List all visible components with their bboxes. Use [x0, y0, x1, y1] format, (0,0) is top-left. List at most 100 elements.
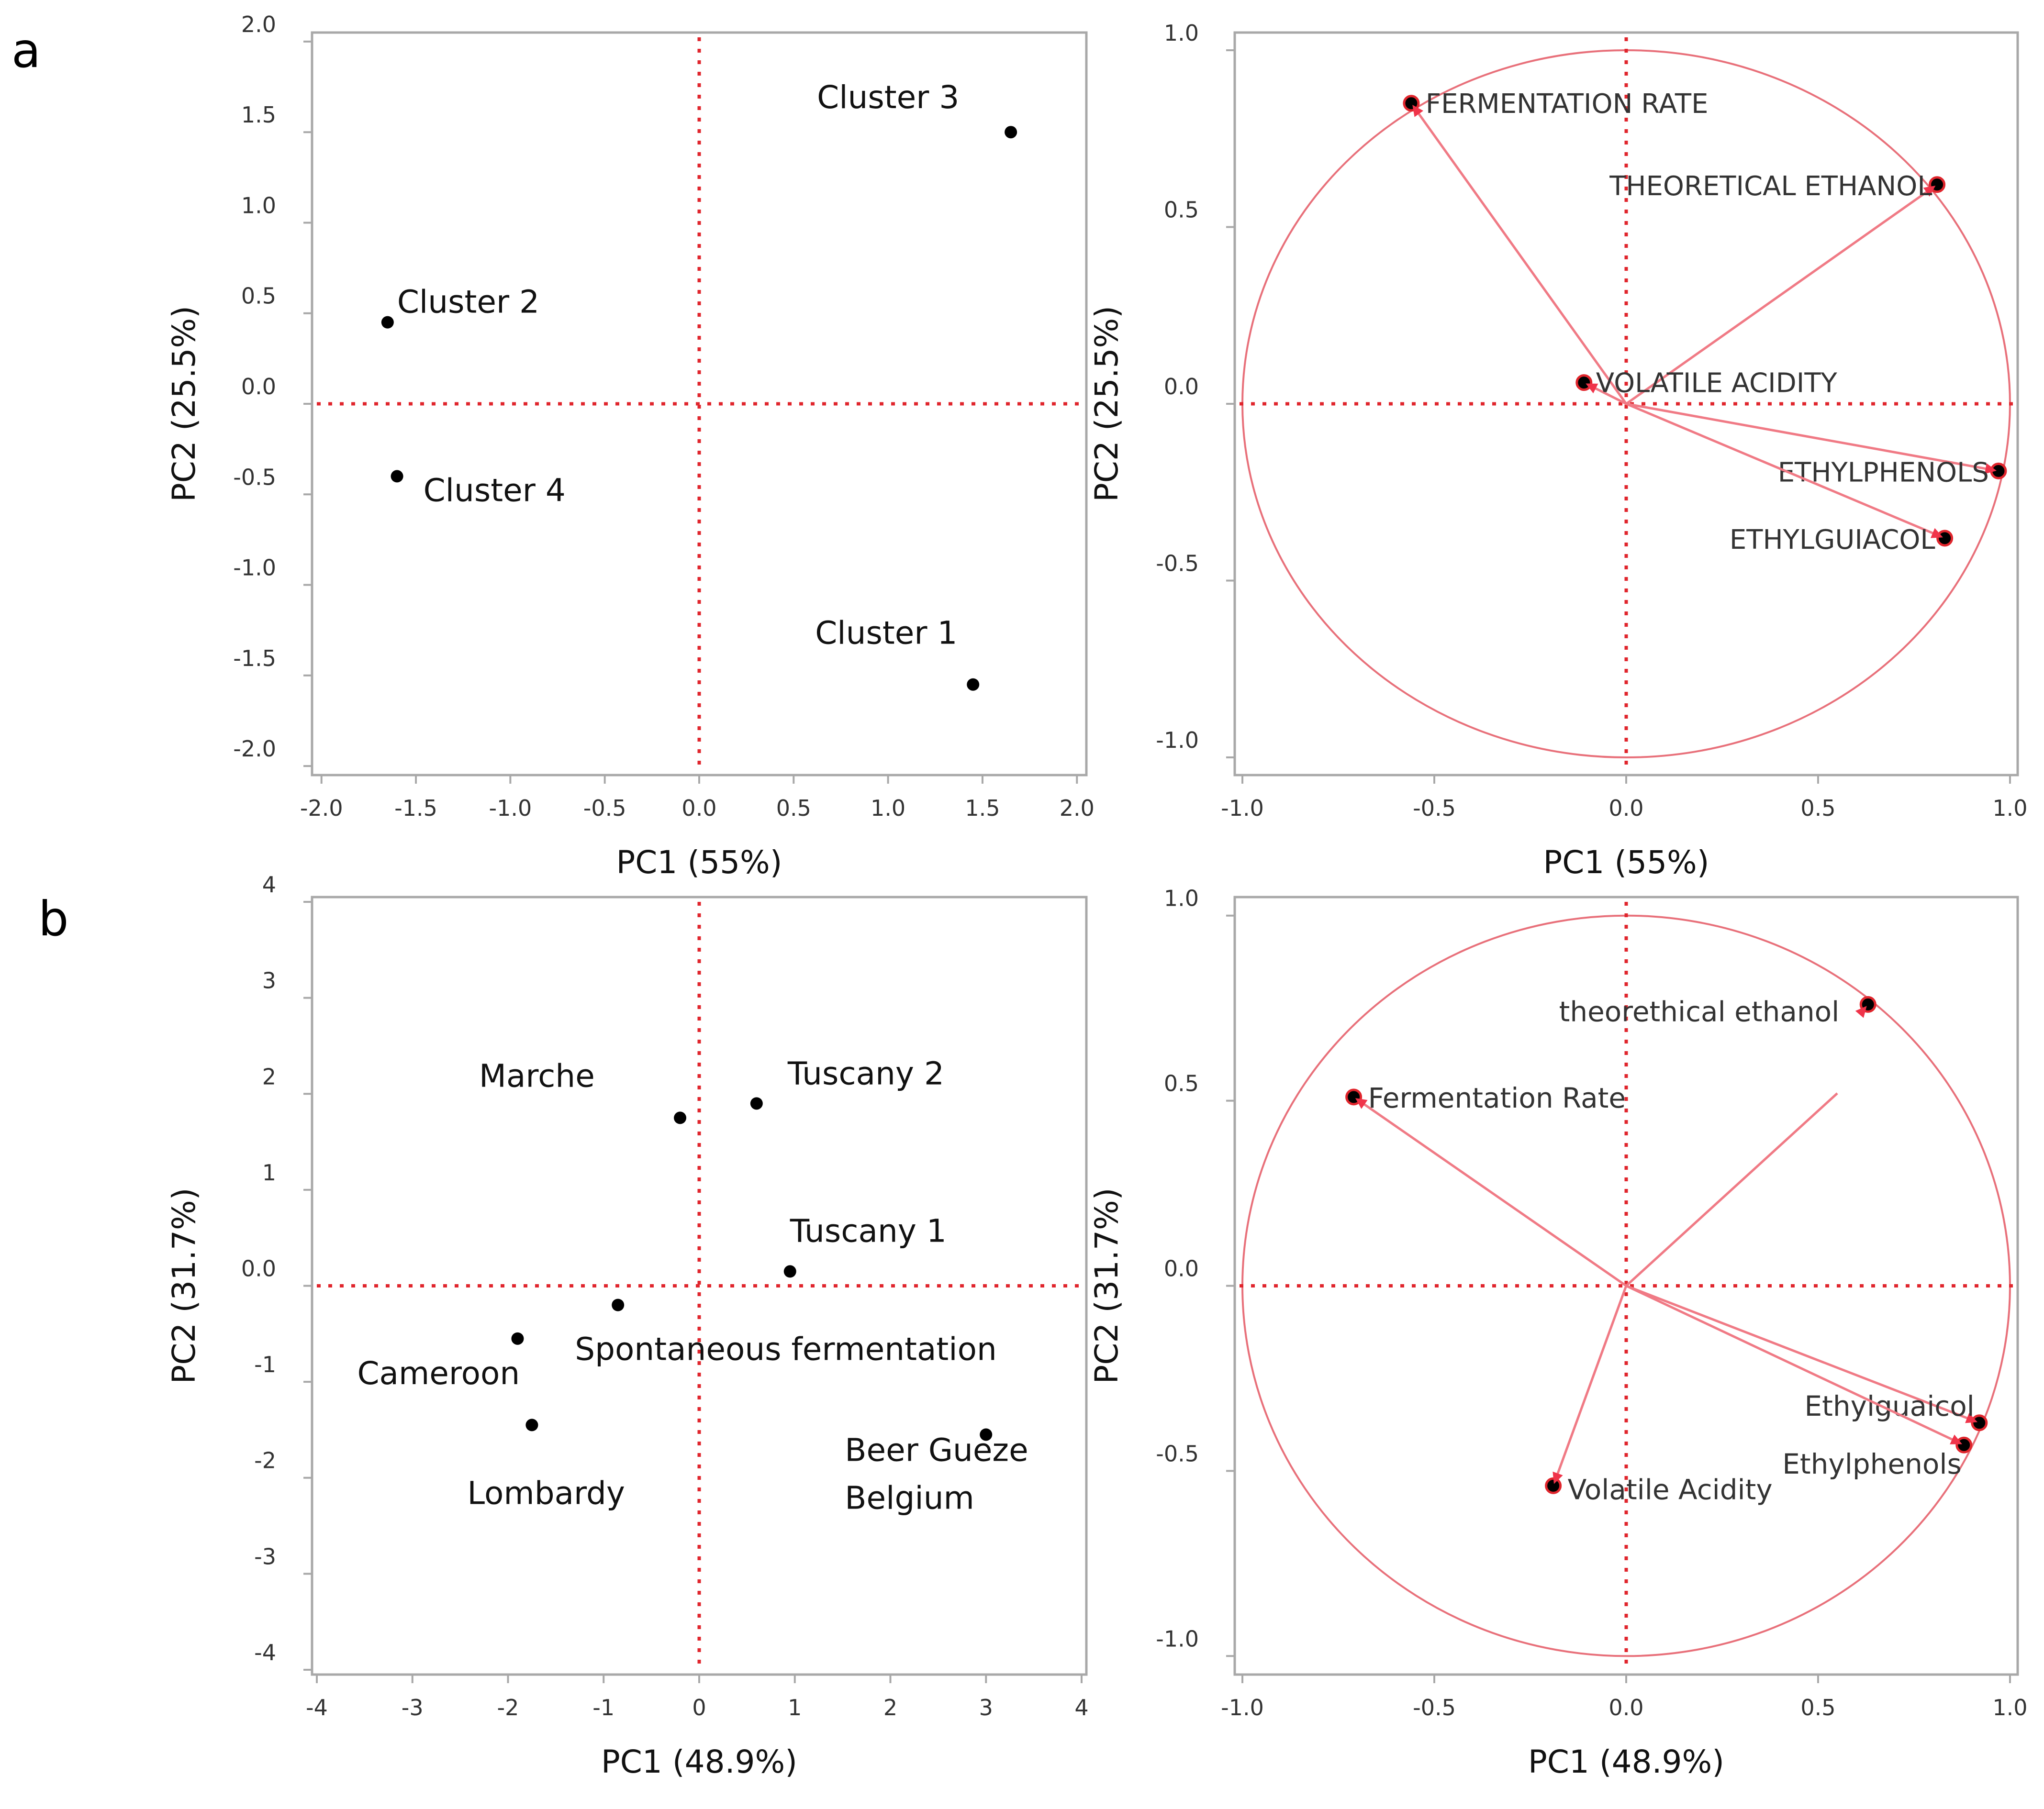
y-axis-title: PC2 (25.5%) [166, 306, 202, 502]
y-tick-label: -1.0 [1156, 727, 1199, 753]
loading-arrowhead [1930, 528, 1943, 538]
x-tick-label: -1.0 [1221, 795, 1264, 821]
loading-point [1575, 374, 1593, 391]
loading-vector [1353, 1096, 1627, 1287]
score-point [980, 1428, 993, 1441]
score-point [674, 1111, 687, 1124]
point-label: Cluster 4 [424, 472, 566, 509]
x-tick-label: -2 [497, 1695, 519, 1720]
x-tick-label: 1 [788, 1695, 802, 1720]
x-axis-title: PC1 (48.9%) [601, 1743, 797, 1780]
x-axis-title: PC1 (48.9%) [1528, 1743, 1724, 1780]
vector-label: FERMENTATION RATE [1426, 89, 1709, 120]
y-tick-label: 0.0 [241, 374, 276, 400]
x-tick-label: 0.5 [776, 795, 811, 821]
x-tick-label: -0.5 [1413, 1695, 1456, 1720]
point-label: Spontaneous fermentation [575, 1331, 997, 1368]
x-tick-label: 2 [883, 1695, 897, 1720]
panel-label-b: b [38, 891, 68, 947]
score-point [1005, 126, 1017, 139]
vector-label: THEORETICAL ETHANOL [1609, 171, 1932, 202]
x-tick-label: -1.0 [489, 795, 532, 821]
vector-label: Ethylphenols [1782, 1448, 1961, 1480]
y-tick-label: -1.0 [1156, 1626, 1199, 1652]
y-tick-label: -4 [254, 1640, 276, 1665]
score-point [612, 1298, 625, 1311]
vector-label: Ethylguaicol [1804, 1390, 1974, 1422]
y-tick-label: 1.5 [241, 102, 276, 128]
x-tick-label: 4 [1074, 1695, 1088, 1720]
point-label-line2: Belgium [845, 1479, 974, 1516]
loading-point [1971, 1414, 1988, 1432]
point-label: Lombardy [467, 1475, 625, 1511]
loading-vector [1625, 1285, 1965, 1446]
loading-vector [1626, 1285, 1980, 1424]
score-point [381, 316, 394, 329]
loading-vector [1410, 102, 1628, 405]
loading-arrowhead [1965, 1413, 1978, 1423]
point-label: Cameroon [357, 1355, 520, 1392]
panel-label-a: a [11, 22, 41, 78]
score-point [750, 1097, 763, 1110]
loading-arrowhead [1984, 463, 1997, 474]
x-tick-label: -0.5 [583, 795, 626, 821]
y-tick-label: 0.0 [1164, 1256, 1199, 1282]
x-tick-label: -1 [592, 1695, 614, 1720]
loading-arrowhead [1586, 383, 1598, 394]
x-tick-label: 1.0 [1992, 795, 2027, 821]
loading-vector [1626, 402, 1999, 472]
loading-arrowhead [1855, 1006, 1867, 1018]
y-axis-title: PC2 (31.7%) [1088, 1188, 1125, 1384]
y-tick-label: -0.5 [233, 464, 276, 490]
loading-arrowhead [1553, 1471, 1563, 1484]
loading-point [1955, 1436, 1973, 1454]
plots-layer: -2.0 -1.5 -1.0 -0.5 0.0 0.5 1.0 1.5 2.0 2.0 1.5 1.0… [166, 11, 2028, 1780]
score-point [783, 1265, 796, 1278]
x-tick-label: 0.0 [681, 795, 716, 821]
chart-b-loadings: -1.0 -0.5 0.0 0.5 1.0 1.0 0.5 0.0 -0.5 -1.0 PC1 (4… [1088, 886, 2028, 1780]
score-point [967, 678, 980, 691]
y-tick-label: 0.5 [1164, 1071, 1199, 1097]
y-tick-label: 1 [262, 1160, 276, 1186]
x-tick-label: 0.0 [1608, 1695, 1643, 1720]
y-tick-label: -2.0 [233, 736, 276, 762]
x-tick-label: -0.5 [1413, 795, 1456, 821]
x-tick-label: 0.0 [1608, 795, 1643, 821]
chart-a-loadings: -1.0 -0.5 0.0 0.5 1.0 1.0 0.5 0.0 -0.5 -1.0 PC1 (5… [1088, 20, 2028, 881]
x-tick-label: -2.0 [300, 795, 343, 821]
score-point [525, 1419, 538, 1432]
x-tick-label: -1.5 [394, 795, 437, 821]
loading-vector [1552, 1285, 1628, 1487]
loading-point [1545, 1477, 1562, 1494]
y-tick-label: 4 [262, 872, 276, 898]
loading-point [1936, 530, 1954, 547]
point-label: Cluster 1 [815, 615, 957, 652]
vector-label: theorethical ethanol [1559, 995, 1840, 1028]
y-tick-label: 1.0 [1164, 20, 1199, 46]
x-tick-label: 1.0 [871, 795, 905, 821]
x-tick-label: 2.0 [1060, 795, 1095, 821]
chart-b-scores: -4 -3 -2 -1 0 1 2 3 4 4 3 2 1 0.0 -1 -2 -3 -4 PC1 (48.9%) P… [166, 872, 1089, 1780]
x-tick-label: 1.5 [965, 795, 1000, 821]
point-label: Tuscany 2 [787, 1055, 944, 1092]
loading-arrowhead [1355, 1098, 1368, 1109]
y-tick-label: -2 [254, 1448, 276, 1474]
y-tick-label: 0.5 [1164, 197, 1199, 222]
x-tick-label: -3 [402, 1695, 424, 1720]
score-point [511, 1332, 524, 1345]
point-label: Cluster 3 [817, 79, 959, 116]
y-tick-label: -1 [254, 1352, 276, 1377]
y-tick-label: -1.0 [233, 555, 276, 581]
y-tick-label: 0.0 [1164, 374, 1199, 400]
y-tick-label: 2.0 [241, 11, 276, 37]
x-axis-title: PC1 (55%) [1543, 844, 1709, 881]
x-tick-label: -4 [306, 1695, 328, 1720]
y-tick-label: 0.5 [241, 283, 276, 309]
loading-vector [1626, 402, 1945, 540]
y-axis-title: PC2 (31.7%) [166, 1188, 202, 1384]
loading-vector [1625, 1092, 1838, 1287]
y-tick-label: 3 [262, 968, 276, 994]
point-label: Cluster 2 [397, 284, 539, 321]
vector-label: VOLATILE ACIDITY [1596, 368, 1838, 399]
